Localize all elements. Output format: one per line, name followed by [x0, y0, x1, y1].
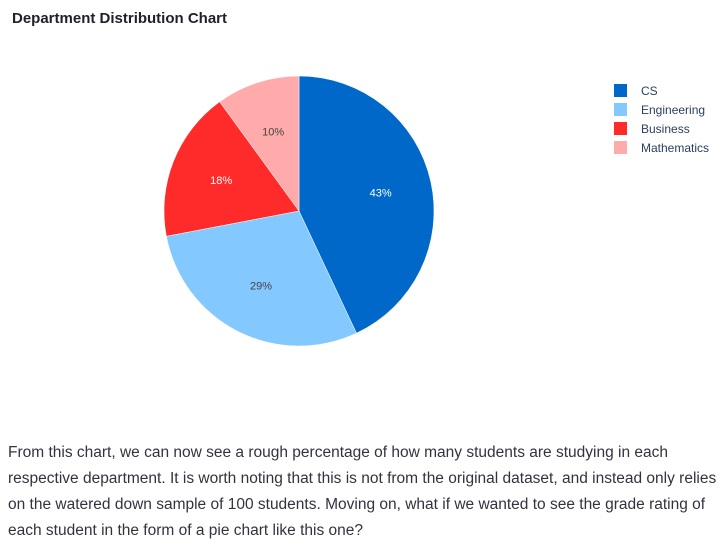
legend-label-cs[interactable]: CS — [641, 84, 658, 98]
legend-swatch-cs[interactable] — [614, 84, 627, 97]
pie-slice-mathematics[interactable] — [219, 75, 300, 212]
slice-label-engineering: 29% — [250, 281, 272, 293]
pie-slice-labels: 43% 29% 18% 10% — [210, 126, 392, 292]
legend-swatch-mathematics[interactable] — [614, 141, 627, 154]
legend-label-mathematics[interactable]: Mathematics — [641, 141, 709, 155]
chart-legend: CS Engineering Business Mathematics — [614, 84, 709, 155]
pie-chart: 43% 29% 18% 10% CS Engineering Business Mathem… — [163, 75, 709, 347]
slice-label-business: 18% — [210, 175, 232, 187]
slice-label-mathematics: 10% — [262, 126, 284, 138]
description-paragraph: From this chart, we can now see a rough … — [8, 444, 717, 539]
legend-label-business[interactable]: Business — [641, 122, 690, 136]
legend-swatch-engineering[interactable] — [614, 103, 627, 116]
slice-label-cs: 43% — [370, 188, 392, 200]
legend-label-engineering[interactable]: Engineering — [641, 103, 705, 117]
legend-swatch-business[interactable] — [614, 122, 627, 135]
pie-slice-business[interactable] — [163, 101, 300, 237]
pie-slice-engineering[interactable] — [166, 210, 357, 347]
chart-title: Department Distribution Chart — [12, 10, 228, 27]
pie-slices — [163, 75, 435, 347]
pie-slice-cs[interactable] — [298, 75, 435, 334]
